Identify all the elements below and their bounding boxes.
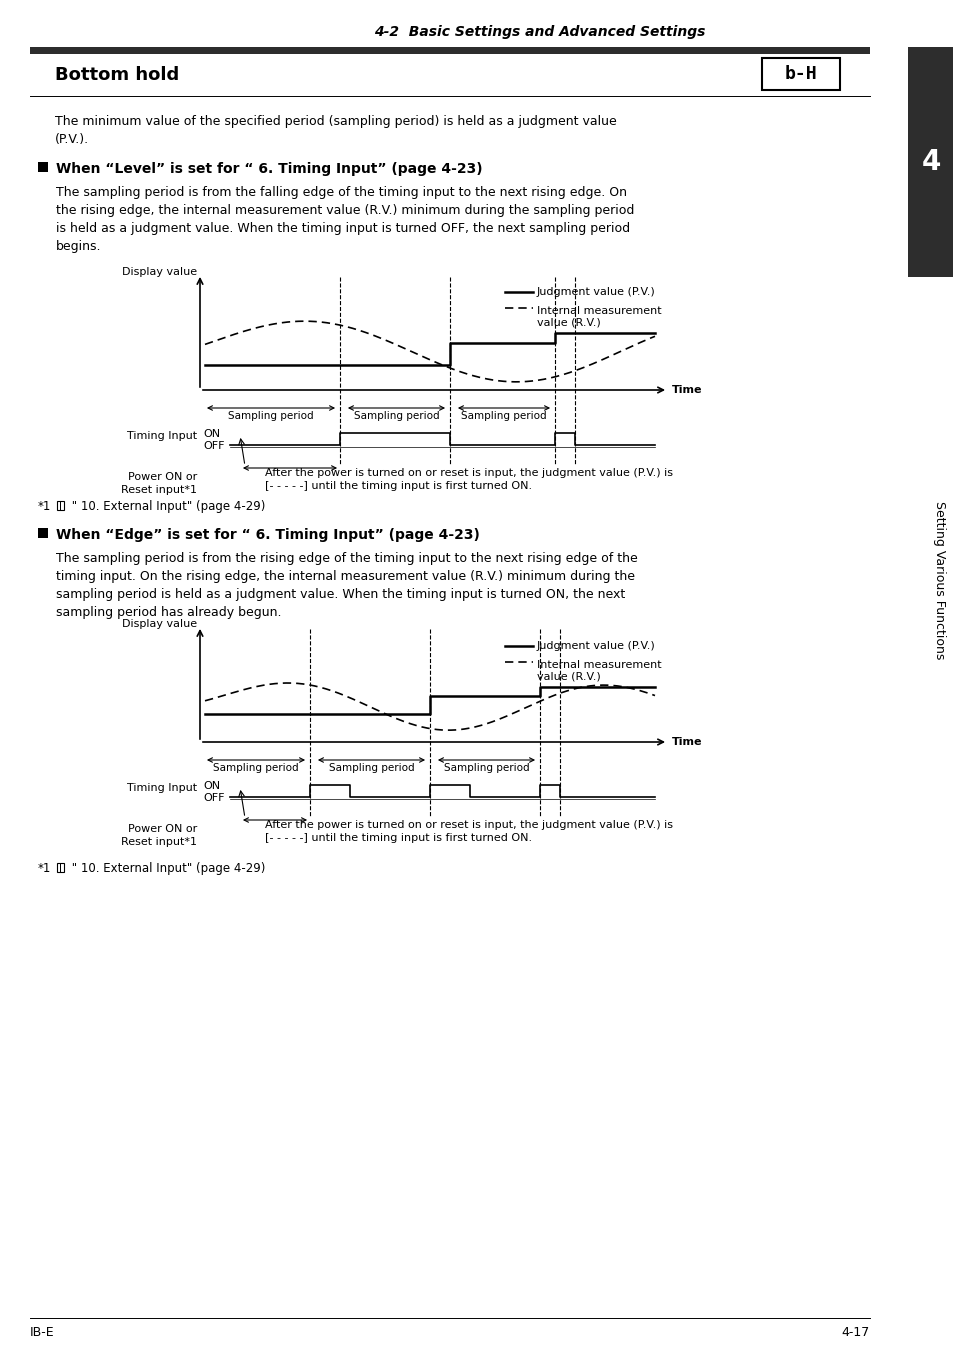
Text: Time: Time [671, 737, 701, 748]
Bar [57, 502, 64, 510]
Text: Power ON or
Reset input*1: Power ON or Reset input*1 [121, 823, 196, 848]
Bar [38, 162, 48, 172]
Text: Internal measurement
value (R.V.): Internal measurement value (R.V.) [537, 660, 661, 681]
Text: Sampling period: Sampling period [354, 411, 438, 420]
Text: Sampling period: Sampling period [460, 411, 546, 420]
Text: Judgment value (P.V.): Judgment value (P.V.) [537, 287, 655, 297]
Text: " 10. External Input" (page 4-29): " 10. External Input" (page 4-29) [68, 500, 265, 512]
Text: 4: 4 [921, 147, 940, 176]
Text: 4-2  Basic Settings and Advanced Settings: 4-2 Basic Settings and Advanced Settings [374, 24, 705, 39]
Text: " 10. External Input" (page 4-29): " 10. External Input" (page 4-29) [68, 863, 265, 875]
Text: Power ON or
Reset input*1: Power ON or Reset input*1 [121, 472, 196, 495]
Text: OFF: OFF [203, 794, 224, 803]
Text: Bottom hold: Bottom hold [55, 66, 179, 84]
Text: Sampling period: Sampling period [329, 763, 414, 773]
Bar [761, 58, 840, 91]
Text: Display value: Display value [122, 266, 196, 277]
Bar [30, 47, 869, 54]
Bar [38, 529, 48, 538]
Text: *1: *1 [38, 500, 51, 512]
Text: Timing Input: Timing Input [127, 431, 196, 441]
Text: When “Level” is set for “ 6. Timing Input” (page 4-23): When “Level” is set for “ 6. Timing Inpu… [56, 162, 482, 176]
Text: Judgment value (P.V.): Judgment value (P.V.) [537, 641, 655, 652]
Text: The minimum value of the specified period (sampling period) is held as a judgmen: The minimum value of the specified perio… [55, 115, 616, 146]
Text: ON: ON [203, 781, 220, 791]
Text: Timing Input: Timing Input [127, 783, 196, 794]
Bar [60, 502, 61, 510]
Text: ON: ON [203, 429, 220, 439]
Text: *1: *1 [38, 863, 51, 875]
Bar [57, 863, 64, 872]
Text: b-H: b-H [784, 65, 817, 82]
Bar [907, 47, 953, 277]
Text: When “Edge” is set for “ 6. Timing Input” (page 4-23): When “Edge” is set for “ 6. Timing Input… [56, 529, 479, 542]
Text: The sampling period is from the rising edge of the timing input to the next risi: The sampling period is from the rising e… [56, 552, 638, 619]
Text: Sampling period: Sampling period [228, 411, 314, 420]
Text: Display value: Display value [122, 619, 196, 629]
Text: Sampling period: Sampling period [213, 763, 298, 773]
Text: Internal measurement
value (R.V.): Internal measurement value (R.V.) [537, 306, 661, 327]
Text: After the power is turned on or reset is input, the judgment value (P.V.) is
[- : After the power is turned on or reset is… [265, 468, 672, 491]
Text: The sampling period is from the falling edge of the timing input to the next ris: The sampling period is from the falling … [56, 187, 634, 253]
Text: IB-E: IB-E [30, 1325, 54, 1338]
Text: Setting Various Functions: Setting Various Functions [933, 500, 945, 660]
Text: After the power is turned on or reset is input, the judgment value (P.V.) is
[- : After the power is turned on or reset is… [265, 821, 672, 844]
Text: OFF: OFF [203, 441, 224, 452]
Text: 4-17: 4-17 [841, 1325, 869, 1338]
Text: Time: Time [671, 385, 701, 395]
Text: Sampling period: Sampling period [443, 763, 529, 773]
Bar [60, 863, 61, 872]
